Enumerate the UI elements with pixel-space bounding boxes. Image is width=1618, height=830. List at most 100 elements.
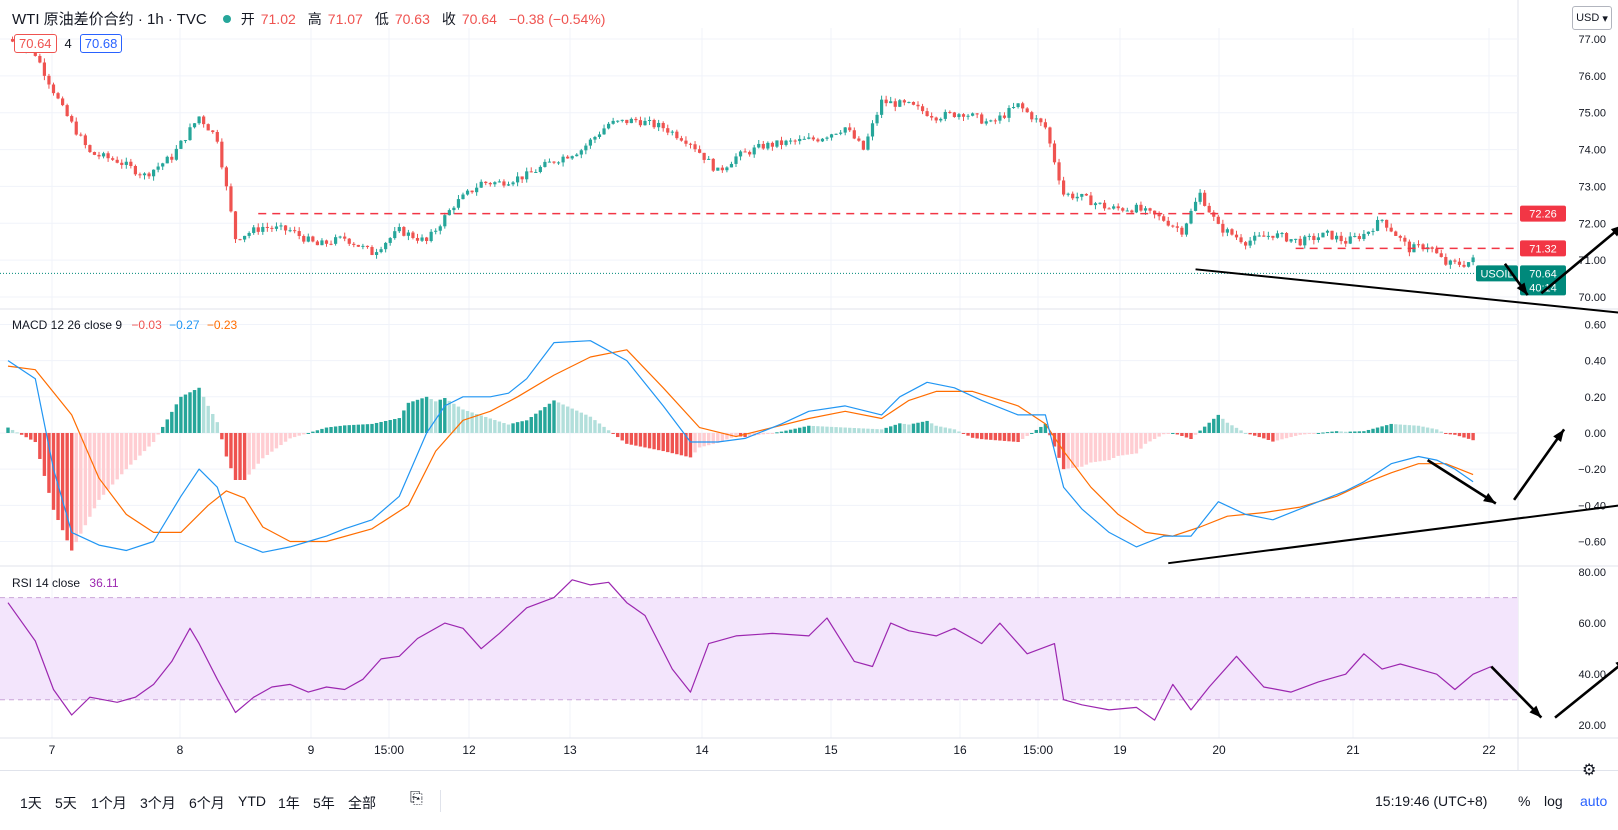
price-candle	[1444, 256, 1448, 265]
macd-histogram-bar	[1184, 432, 1189, 438]
macd-histogram-bar	[688, 432, 693, 458]
price-candle	[1234, 234, 1239, 238]
price-candle	[88, 145, 92, 153]
price-candle	[1198, 192, 1202, 202]
price-candle	[161, 163, 165, 167]
price-candle	[1116, 206, 1120, 209]
price-candle	[1216, 216, 1220, 224]
macd-histogram-bar	[1134, 432, 1139, 454]
price-candle	[406, 232, 410, 236]
price-candle	[297, 231, 301, 236]
range-1y-button[interactable]: 1年	[278, 795, 300, 811]
macd-histogram-bar	[1266, 432, 1271, 440]
high-label: 高	[307, 10, 322, 27]
range-5y-button[interactable]: 5年	[313, 795, 335, 811]
price-axis-tick: 70.00	[1578, 292, 1606, 304]
price-candle	[779, 140, 784, 145]
price-candle	[547, 161, 552, 163]
macd-histogram-bar	[60, 432, 65, 531]
macd-histogram-bar	[775, 432, 779, 434]
range-1d-button[interactable]: 1天	[20, 795, 42, 811]
price-candle	[1435, 248, 1439, 254]
rsi-line	[7, 579, 1492, 721]
price-candle	[1344, 241, 1348, 244]
auto-scale-button[interactable]: auto	[1580, 793, 1608, 809]
price-candle	[215, 131, 219, 142]
price-candle	[1330, 230, 1334, 240]
price-candle	[1207, 205, 1211, 213]
macd-histogram-bar	[456, 406, 461, 433]
price-candle	[1125, 210, 1129, 212]
price-candle	[320, 240, 324, 246]
price-annotation-trendline	[1195, 268, 1618, 314]
macd-histogram-bar	[998, 432, 1002, 441]
range-6m-button[interactable]: 6个月	[189, 795, 225, 811]
ask-button[interactable]: 70.68	[79, 34, 123, 53]
macd-histogram-bar	[1348, 431, 1352, 433]
macd-histogram-bar	[1202, 426, 1207, 433]
price-candle	[484, 181, 488, 184]
macd-histogram-bar	[288, 432, 292, 439]
macd-histogram-bar	[1316, 432, 1321, 434]
price-candle	[1075, 196, 1079, 199]
price-candle	[438, 226, 442, 231]
price-candle	[1266, 235, 1270, 237]
price-candle	[1007, 108, 1011, 118]
currency-button[interactable]: USD ▾	[1572, 6, 1612, 30]
macd-histogram-bar	[1403, 424, 1407, 433]
macd-histogram-bar	[743, 432, 747, 438]
range-ytd-button[interactable]: YTD	[238, 793, 266, 809]
macd-histogram-bar	[1257, 432, 1261, 438]
macd-histogram-bar	[711, 432, 715, 445]
chart-canvas[interactable]: 77.0076.0075.0074.0073.0072.0071.0070.00…	[0, 0, 1618, 770]
price-candle	[625, 119, 629, 124]
macd-legend[interactable]: MACD 12 26 close 9 −0.03 −0.27 −0.23	[12, 318, 237, 332]
macd-histogram-bar	[952, 429, 957, 433]
price-candle	[192, 123, 197, 128]
macd-histogram-bar	[97, 432, 101, 500]
price-candle	[720, 167, 724, 171]
macd-axis-tick: 0.00	[1585, 428, 1606, 440]
price-candle	[516, 176, 520, 183]
macd-histogram-bar	[170, 411, 174, 433]
price-candle	[620, 119, 624, 121]
macd-histogram-bar	[1002, 432, 1007, 441]
clock[interactable]: 15:19:46 (UTC+8)	[1375, 793, 1488, 809]
price-candle	[38, 55, 42, 63]
calendar-goto-icon[interactable]: ⎘	[410, 790, 423, 807]
symbol-title[interactable]: WTI 原油差价合约 · 1h · TVC	[12, 11, 207, 28]
price-candle	[1180, 227, 1184, 235]
price-candle	[202, 116, 206, 125]
range-3m-button[interactable]: 3个月	[140, 795, 176, 811]
macd-histogram-bar	[784, 430, 788, 433]
macd-histogram-bar	[666, 432, 670, 453]
price-candle	[1034, 118, 1038, 120]
rsi-legend[interactable]: RSI 14 close 36.11	[12, 576, 119, 590]
price-candle	[1071, 193, 1075, 199]
price-candle	[575, 154, 579, 157]
range-all-button[interactable]: 全部	[348, 795, 376, 811]
macd-histogram-bar	[156, 432, 160, 435]
percent-scale-button[interactable]: %	[1518, 793, 1531, 809]
price-candle	[1253, 235, 1257, 241]
macd-histogram-bar	[1007, 432, 1011, 442]
price-candle	[961, 114, 966, 117]
macd-histogram-bar	[1307, 432, 1311, 434]
price-candle	[930, 116, 934, 118]
bid-button[interactable]: 70.64	[14, 34, 57, 53]
macd-histogram-bar	[1375, 427, 1380, 433]
price-candle	[92, 152, 97, 155]
price-candle	[338, 236, 342, 238]
macd-histogram-bar	[879, 429, 884, 433]
price-candle	[684, 140, 688, 144]
range-5d-button[interactable]: 5天	[55, 795, 77, 811]
macd-histogram-bar	[1439, 431, 1443, 433]
log-scale-button[interactable]: log	[1544, 793, 1563, 809]
macd-histogram-bar	[488, 418, 492, 433]
macd-histogram-bar	[388, 420, 392, 433]
settings-gear-icon[interactable]: ⚙	[1582, 762, 1597, 779]
price-candle	[365, 245, 370, 248]
range-1m-button[interactable]: 1个月	[91, 795, 127, 811]
price-candle	[1244, 242, 1248, 246]
time-axis-tick: 8	[177, 743, 184, 757]
